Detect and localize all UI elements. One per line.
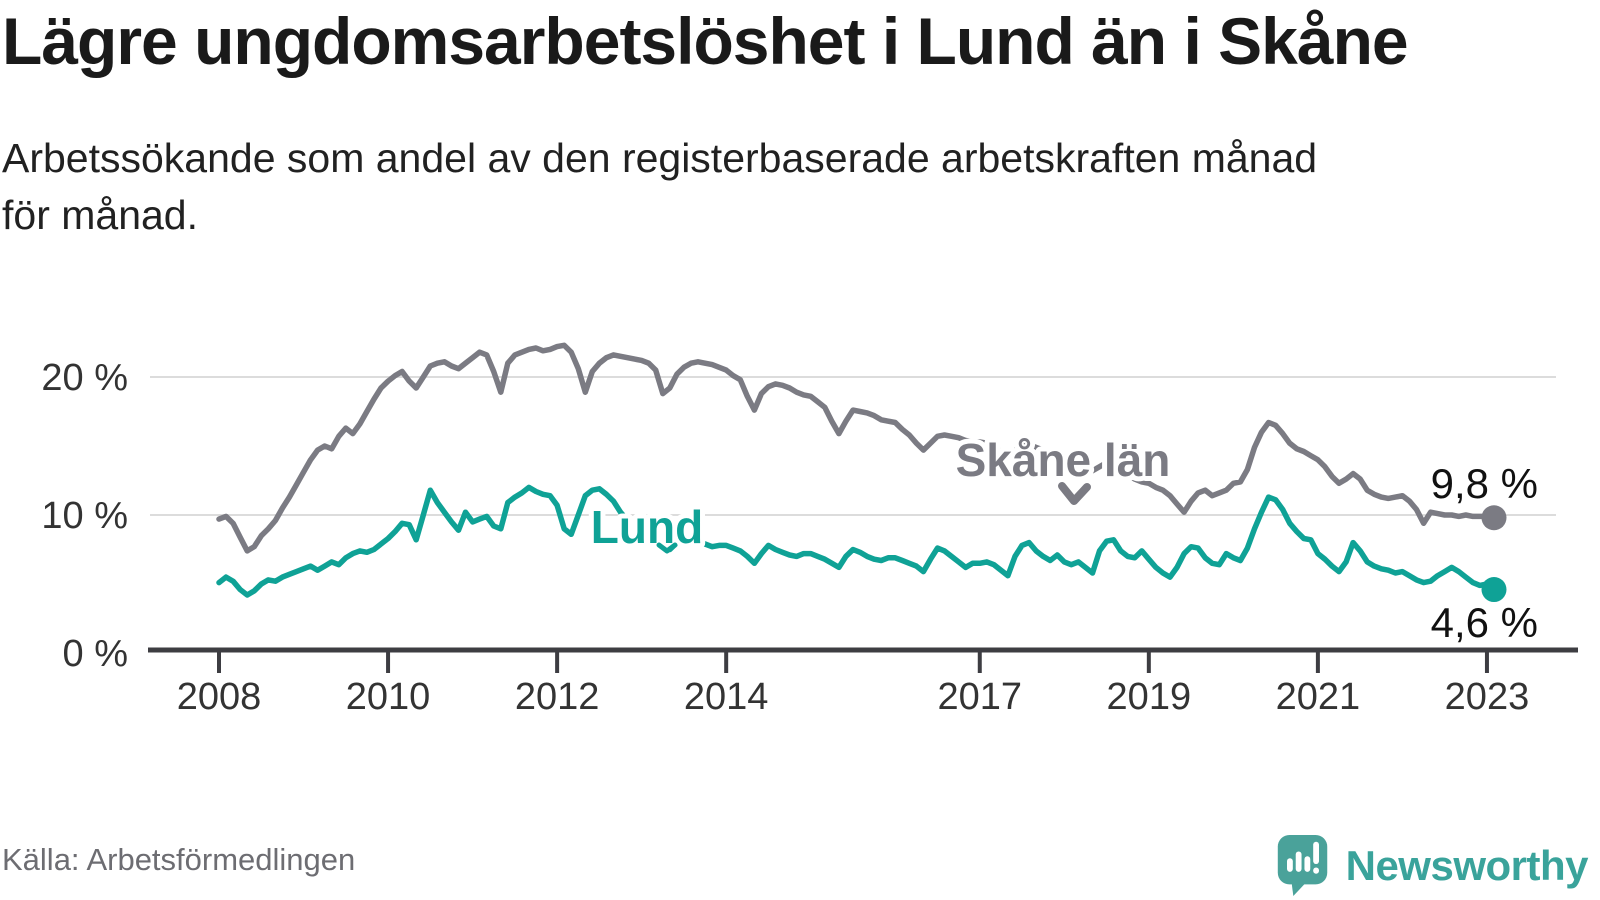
x-axis-label-2023: 2023: [1445, 676, 1530, 718]
chart-subtitle-line-2: för månad.: [2, 192, 198, 238]
x-axis-label-2019: 2019: [1107, 676, 1192, 718]
x-axis-label-2014: 2014: [684, 676, 769, 718]
series-end-dot-sk-ne-l-n: [1481, 505, 1507, 531]
y-axis-label-0: 0 %: [63, 633, 128, 675]
newsworthy-wordmark: Newsworthy: [1345, 842, 1589, 889]
series-annotation-lund: Lund: [591, 501, 703, 553]
series-line-lund: [216, 484, 1497, 598]
x-axis-label-2008: 2008: [177, 676, 262, 718]
series-end-dot-lund: [1481, 577, 1507, 603]
annotation-arrow-lund: [656, 542, 678, 554]
x-axis-label-2017: 2017: [937, 676, 1022, 718]
annotation-arrow-sk-ne-l-n: [1058, 482, 1091, 505]
chart-title: Lägre ungdomsarbetslöshet i Lund än i Sk…: [2, 4, 1409, 78]
series-end-label-lund: 4,6 %: [1431, 599, 1538, 646]
series-line-sk-ne-l-n: [216, 342, 1497, 554]
source-note: Källa: Arbetsförmedlingen: [2, 842, 356, 877]
x-axis-label-2021: 2021: [1276, 676, 1361, 718]
newsworthy-brand: Newsworthy: [1276, 834, 1589, 898]
y-axis-label-20: 20 %: [41, 357, 128, 399]
x-axis-label-2012: 2012: [515, 676, 600, 718]
x-axis-label-2010: 2010: [346, 676, 431, 718]
chart-subtitle-line-1: Arbetssökande som andel av den registerb…: [2, 135, 1318, 181]
series-annotation-sk-ne-l-n: Skåne län: [956, 434, 1171, 486]
newsworthy-logo-icon: [1277, 834, 1327, 897]
chart-subtitle: Arbetssökande som andel av den registerb…: [2, 130, 1572, 244]
series-end-label-sk-ne-l-n: 9,8 %: [1431, 460, 1538, 507]
y-axis-label-10: 10 %: [41, 495, 128, 537]
